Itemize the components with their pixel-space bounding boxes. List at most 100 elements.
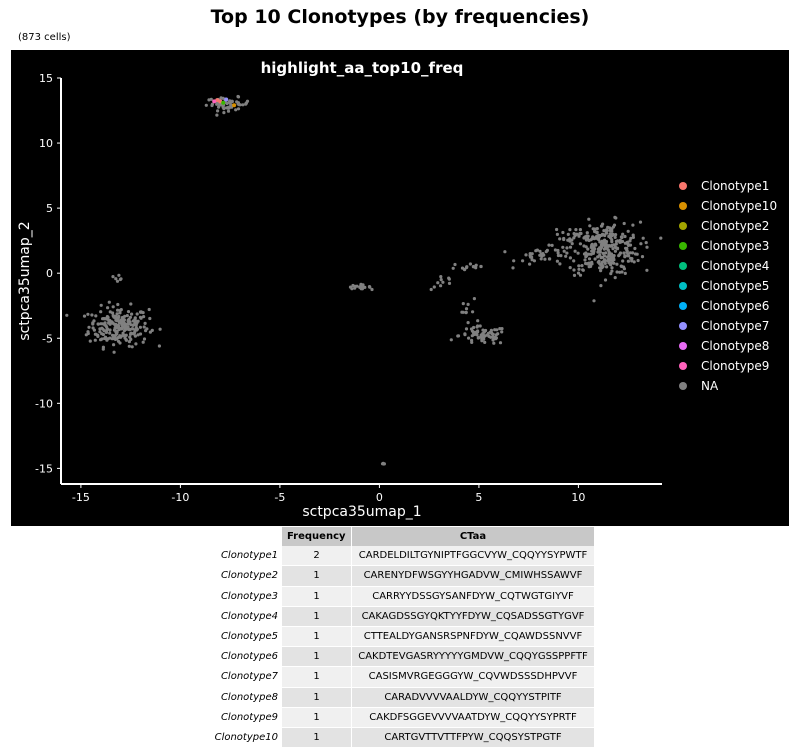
scatter-point	[547, 257, 552, 261]
table-row: Clonotype7 1 CASISMVRGEGGGYW_CQVWDSSSDHPVV…	[200, 666, 595, 688]
scatter-point	[359, 283, 363, 287]
scatter-point	[119, 308, 123, 312]
scatter-point	[615, 262, 619, 266]
scatter-point	[609, 261, 613, 265]
table-header-row: Frequency CTaa	[200, 527, 595, 547]
scatter-point	[108, 318, 112, 323]
scatter-point	[613, 249, 618, 253]
scatter-point	[471, 310, 475, 314]
scatter-point	[610, 266, 614, 270]
scatter-point	[623, 241, 628, 245]
scatter-point	[623, 271, 627, 275]
x-tick-label: 10	[571, 491, 585, 504]
legend-label: Clonotype2	[701, 219, 769, 233]
scatter-point	[606, 259, 610, 263]
scatter-point	[130, 345, 134, 349]
scatter-point	[562, 249, 566, 253]
scatter-point	[659, 236, 663, 240]
scatter-point	[465, 265, 469, 269]
scatter-point	[645, 268, 649, 272]
scatter-point	[142, 325, 146, 329]
legend-marker	[679, 282, 687, 290]
scatter-point	[447, 277, 451, 281]
scatter-point	[115, 312, 119, 316]
scatter-point	[613, 276, 617, 280]
scatter-point	[86, 331, 90, 336]
scatter-point	[626, 259, 631, 263]
scatter-point	[530, 255, 534, 259]
frequency-cell: 1	[281, 626, 352, 648]
scatter-point	[534, 249, 538, 253]
scatter-point	[530, 258, 534, 262]
scatter-point	[593, 242, 598, 246]
scatter-point	[101, 347, 105, 351]
scatter-point	[464, 307, 469, 311]
scatter-point	[626, 229, 630, 233]
scatter-point	[598, 266, 602, 270]
scatter-point	[608, 232, 612, 236]
scatter-point	[467, 336, 471, 340]
scatter-point	[611, 259, 615, 263]
scatter-point	[217, 103, 221, 108]
scatter-point	[577, 264, 581, 268]
scatter-point	[587, 217, 591, 221]
scatter-point	[578, 242, 583, 246]
frequency-cell: 1	[281, 707, 352, 728]
scatter-point	[611, 247, 615, 251]
scatter-point	[593, 257, 597, 261]
scatter-point	[245, 99, 250, 103]
scatter-point	[105, 317, 109, 321]
ctaa-cell: CARADVVVVAALDYW_CQQYYSTPITF	[351, 687, 595, 708]
row-label: Clonotype8	[200, 687, 282, 708]
x-tick-label: -10	[171, 491, 189, 504]
scatter-point	[541, 252, 545, 256]
scatter-point	[204, 103, 208, 107]
scatter-point	[618, 270, 622, 274]
scatter-point	[456, 334, 460, 338]
scatter-point	[472, 265, 476, 269]
scatter-point	[481, 333, 485, 337]
scatter-point	[586, 237, 590, 241]
scatter-point	[464, 310, 468, 314]
scatter-point	[577, 267, 581, 271]
scatter-point	[142, 337, 147, 341]
scatter-point	[429, 287, 433, 292]
figure-title: Top 10 Clonotypes (by frequencies)	[210, 6, 590, 28]
scatter-point	[610, 234, 614, 238]
scatter-point	[547, 243, 551, 247]
scatter-point	[236, 107, 241, 111]
table-row: Clonotype1 2 CARDELDILTGYNIPTFGGCVYW_CQQYY…	[200, 546, 595, 567]
scatter-point	[511, 266, 515, 270]
scatter-point	[601, 251, 605, 255]
scatter-point	[641, 236, 645, 240]
frequency-cell: 2	[281, 546, 352, 567]
scatter-point	[583, 235, 587, 239]
scatter-point	[632, 260, 636, 264]
scatter-point	[135, 312, 139, 316]
scatter-point	[539, 257, 543, 261]
row-label: Clonotype3	[200, 586, 282, 607]
scatter-point	[474, 263, 478, 267]
scatter-point	[630, 259, 634, 263]
scatter-point	[591, 247, 595, 252]
scatter-point	[479, 264, 483, 269]
highlighted-point	[224, 97, 229, 102]
y-tick-label: 5	[46, 202, 53, 215]
scatter-point	[210, 102, 214, 106]
scatter-point	[556, 248, 560, 253]
highlighted-point	[212, 99, 217, 104]
scatter-point	[608, 257, 612, 262]
y-axis-label: sctpca35umap_2	[17, 221, 33, 340]
scatter-point	[587, 257, 592, 261]
x-tick-label: -5	[274, 491, 285, 504]
scatter-point	[572, 259, 576, 263]
scatter-point	[142, 315, 146, 319]
scatter-point	[116, 308, 120, 312]
frequency-cell: 1	[281, 606, 352, 627]
row-label: Clonotype5	[200, 626, 282, 648]
scatter-point	[447, 281, 452, 285]
table-row: Clonotype9 1 CAKDFSGGEVVVVAATDYW_CQQYYSYPR…	[200, 707, 595, 728]
scatter-point	[106, 306, 110, 310]
row-label: Clonotype2	[200, 565, 282, 587]
legend-label: Clonotype7	[701, 319, 769, 333]
